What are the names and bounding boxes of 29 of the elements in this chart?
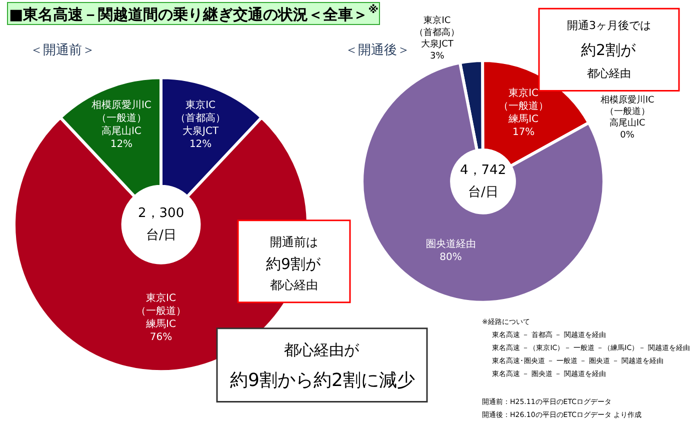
slice-label: 東京IC（一般道）練馬IC [136,292,186,330]
slice-label: 東京IC（一般道）練馬IC [498,86,549,125]
text: 開通前は [270,235,318,249]
chart-subtitle: ＜開通前＞ [30,43,95,58]
slice-label: 相模原愛川IC（一般道）高尾山IC [91,99,152,138]
data-label: 76% [150,332,172,343]
text: 台/日 [146,228,176,243]
data-label: 80% [440,252,462,264]
text: 約9割から約2割に減少 [230,370,415,391]
data-label: 3% [430,51,445,62]
text: 4，742 [460,163,506,178]
text: 都心経由が [284,341,360,359]
text: 0% [620,130,634,140]
category-label: 相模原愛川IC（一般道）高尾山IC [600,95,654,129]
text: 2，300 [138,206,184,221]
data-label: 12% [110,139,133,150]
slice-label: 圏央道経由 [426,238,476,250]
text: 約2割が [581,41,637,59]
text: ＜開通後＞ [345,43,410,58]
slice-label: 東京IC（首都高）大泉JCT [414,15,460,50]
text: 開通3ヶ月後では [567,19,651,32]
text: 都心経由 [587,67,631,80]
chart-title: ■東名高速－関越道間の乗り継ぎ交通の状況＜全車＞$^{※}$ [9,4,378,24]
text: 都心経由 [270,278,318,292]
data-label: 12% [189,139,212,150]
slice-label: 東京IC（首都高）大泉JCT [176,99,226,138]
text: 約9割が [266,255,322,273]
data-label: 17% [512,126,535,138]
text: 台/日 [468,185,498,200]
